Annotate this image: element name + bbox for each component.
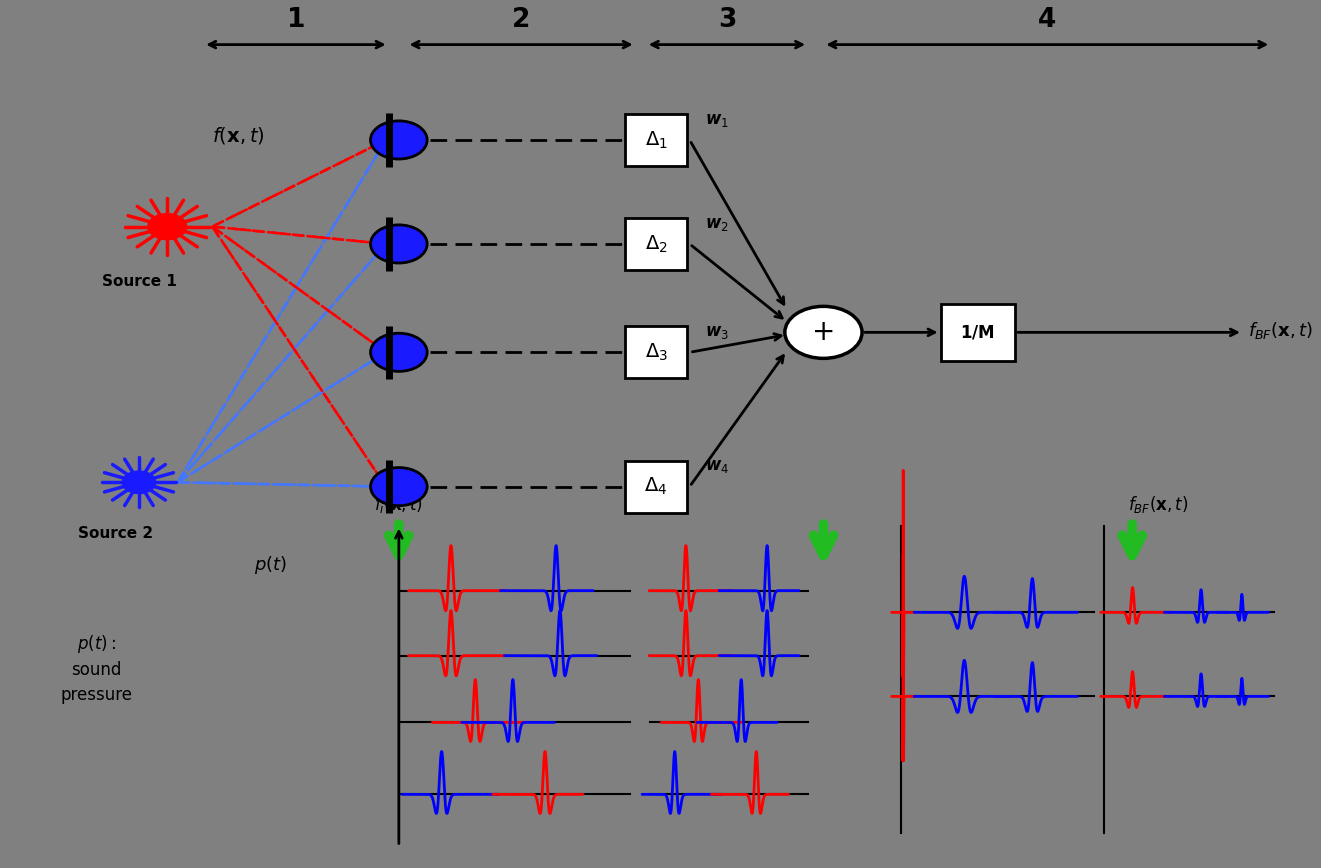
Circle shape xyxy=(785,306,863,358)
FancyBboxPatch shape xyxy=(625,114,687,166)
Text: $\Delta_{2}$: $\Delta_{2}$ xyxy=(645,233,667,254)
Text: $f_{BF}(\mathbf{x},t)$: $f_{BF}(\mathbf{x},t)$ xyxy=(1248,320,1313,341)
Text: Source 1: Source 1 xyxy=(102,274,177,289)
Text: 1: 1 xyxy=(287,7,305,33)
Text: 4: 4 xyxy=(1038,7,1057,33)
Text: $f_{BF}(\mathbf{x},t)$: $f_{BF}(\mathbf{x},t)$ xyxy=(1128,494,1188,516)
Circle shape xyxy=(371,333,427,372)
FancyBboxPatch shape xyxy=(625,218,687,270)
Text: sound: sound xyxy=(71,661,122,680)
Circle shape xyxy=(123,471,156,494)
Text: $f_i(\mathbf{x},t)$: $f_i(\mathbf{x},t)$ xyxy=(374,494,423,516)
Text: $\mathbf{1/M}$: $\mathbf{1/M}$ xyxy=(960,324,995,341)
Text: pressure: pressure xyxy=(61,686,132,704)
Text: +: + xyxy=(811,319,835,346)
Text: $\Delta_{3}$: $\Delta_{3}$ xyxy=(645,342,667,363)
Text: $\Delta_{4}$: $\Delta_{4}$ xyxy=(645,476,668,497)
Text: $f(\mathbf{x},t)$: $f(\mathbf{x},t)$ xyxy=(211,125,264,146)
Text: $p(t):$: $p(t):$ xyxy=(77,634,116,655)
Text: Source 2: Source 2 xyxy=(78,526,153,541)
Circle shape xyxy=(148,214,186,240)
Text: $\boldsymbol{w}_1$: $\boldsymbol{w}_1$ xyxy=(705,111,729,128)
Text: 3: 3 xyxy=(717,7,736,33)
Circle shape xyxy=(371,121,427,159)
Text: $\boldsymbol{w}_3$: $\boldsymbol{w}_3$ xyxy=(705,323,729,341)
Circle shape xyxy=(371,225,427,263)
Text: $\boldsymbol{w}_4$: $\boldsymbol{w}_4$ xyxy=(705,457,729,476)
Text: $\boldsymbol{w}_2$: $\boldsymbol{w}_2$ xyxy=(705,214,729,233)
FancyBboxPatch shape xyxy=(625,326,687,378)
Text: 2: 2 xyxy=(513,7,530,33)
Text: $p(t)$: $p(t)$ xyxy=(254,554,287,575)
FancyBboxPatch shape xyxy=(625,461,687,513)
Text: $\Delta_{1}$: $\Delta_{1}$ xyxy=(645,129,667,150)
Circle shape xyxy=(371,468,427,506)
FancyBboxPatch shape xyxy=(941,304,1015,360)
